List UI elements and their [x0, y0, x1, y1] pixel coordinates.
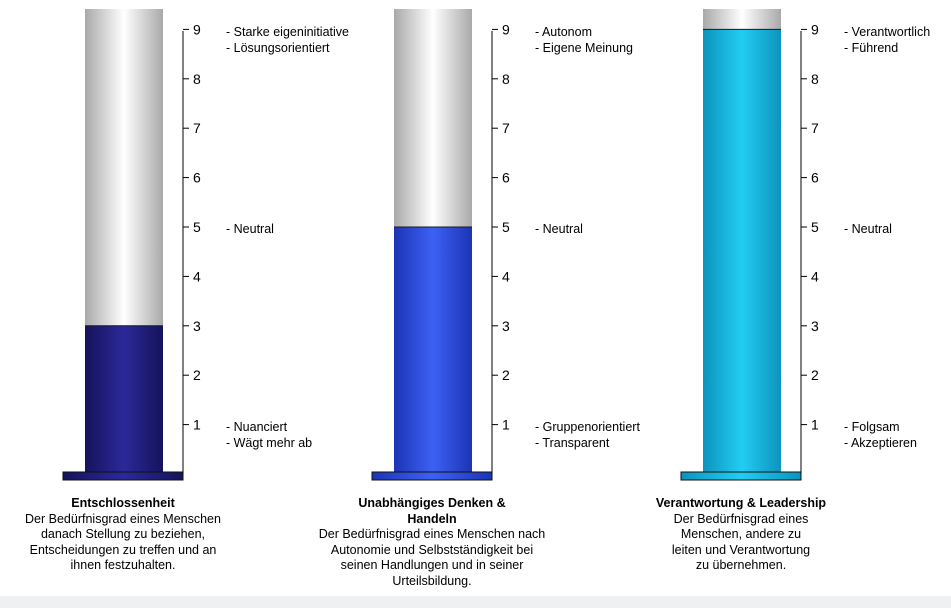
- tube-fill-0: [85, 325, 163, 474]
- tick-label-2-3: 3: [811, 318, 819, 334]
- tick-label-0-7: 7: [193, 120, 201, 136]
- tick-label-2-4: 4: [811, 268, 819, 284]
- annotation-high: - Starke eigeninitiative: [226, 25, 349, 39]
- annotation-low: - Gruppenorientiert: [535, 420, 640, 434]
- annotation-high: - Verantwortlich: [844, 25, 931, 39]
- tube-base-2: [680, 471, 802, 481]
- tick-label-1-7: 7: [502, 120, 510, 136]
- tube-base-1: [371, 471, 493, 481]
- annotation-high: - Lösungsorientiert: [226, 41, 330, 55]
- chart-caption-0: Entschlossenheit Der Bedürfnisgrad eines …: [8, 496, 238, 574]
- tube-fill-2: [703, 29, 781, 475]
- tick-label-2-2: 2: [811, 367, 819, 383]
- chart-title: Entschlossenheit: [71, 496, 175, 510]
- tick-label-1-5: 5: [502, 219, 510, 235]
- tick-label-2-1: 1: [811, 417, 819, 433]
- tube-base-0: [62, 471, 184, 481]
- tick-label-0-3: 3: [193, 318, 201, 334]
- annotation-neutral: - Neutral: [226, 222, 274, 236]
- tick-label-2-8: 8: [811, 71, 819, 87]
- tick-label-2-9: 9: [811, 21, 819, 37]
- tick-label-0-6: 6: [193, 170, 201, 186]
- tick-label-0-8: 8: [193, 71, 201, 87]
- chart-description: Der Bedürfnisgrad eines Menschen, andere…: [671, 511, 811, 573]
- tick-label-0-5: 5: [193, 219, 201, 235]
- chart-caption-1: Unabhängiges Denken & Handeln Der Bedürfn…: [317, 496, 547, 589]
- tick-label-1-3: 3: [502, 318, 510, 334]
- tube-fill-1: [394, 227, 472, 474]
- chart-description: Der Bedürfnisgrad eines Menschen nach Au…: [318, 527, 546, 588]
- tick-label-0-4: 4: [193, 268, 201, 284]
- tick-label-2-6: 6: [811, 170, 819, 186]
- tick-label-2-7: 7: [811, 120, 819, 136]
- annotation-high: - Autonom: [535, 25, 592, 39]
- annotation-low: - Transparent: [535, 436, 610, 450]
- annotation-high: - Eigene Meinung: [535, 41, 633, 55]
- annotation-low: - Folgsam: [844, 420, 900, 434]
- annotation-neutral: - Neutral: [535, 222, 583, 236]
- chart-caption-2: Verantwortung & Leadership Der Bedürfnisg…: [626, 496, 856, 574]
- tick-label-1-4: 4: [502, 268, 510, 284]
- annotation-neutral: - Neutral: [844, 222, 892, 236]
- chart-title: Verantwortung & Leadership: [655, 496, 827, 510]
- annotation-low: - Nuanciert: [226, 420, 288, 434]
- tick-label-2-5: 5: [811, 219, 819, 235]
- tick-label-0-9: 9: [193, 21, 201, 37]
- tick-label-0-1: 1: [193, 417, 201, 433]
- tick-label-0-2: 2: [193, 367, 201, 383]
- annotation-high: - Führend: [844, 41, 899, 55]
- tick-label-1-8: 8: [502, 71, 510, 87]
- annotation-low: - Akzeptieren: [844, 436, 917, 450]
- chart-title: Unabhängiges Denken & Handeln: [358, 496, 506, 526]
- tick-label-1-2: 2: [502, 367, 510, 383]
- tick-label-1-6: 6: [502, 170, 510, 186]
- tick-label-1-1: 1: [502, 417, 510, 433]
- tick-label-1-9: 9: [502, 21, 510, 37]
- annotation-low: - Wägt mehr ab: [226, 436, 313, 450]
- bottom-strip: [0, 596, 951, 608]
- chart-description: Der Bedürfnisgrad eines Menschen danach …: [25, 511, 221, 573]
